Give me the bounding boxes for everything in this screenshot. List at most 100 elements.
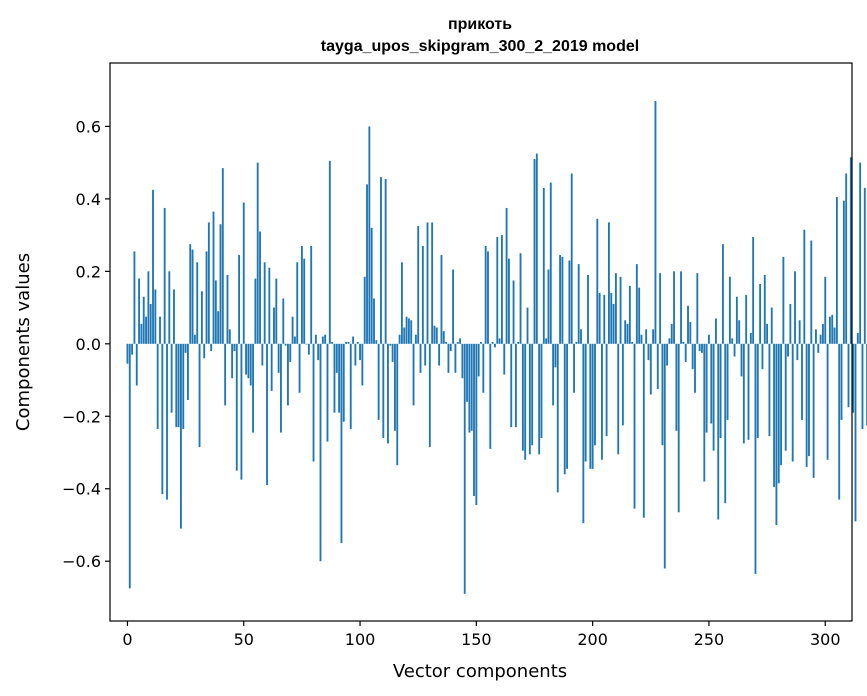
bar <box>635 264 638 344</box>
bar <box>656 343 659 390</box>
bar <box>596 218 599 344</box>
bar <box>801 343 803 420</box>
bar <box>470 343 473 431</box>
bar <box>703 343 706 482</box>
bar <box>166 343 168 500</box>
bar <box>735 296 738 344</box>
bar <box>491 342 494 344</box>
bar <box>770 307 773 344</box>
bar <box>335 343 338 373</box>
bar <box>621 343 624 426</box>
bar <box>482 343 485 393</box>
bar <box>466 343 468 402</box>
bar <box>631 342 634 344</box>
bar <box>540 343 543 439</box>
bar <box>219 224 222 344</box>
bar <box>366 184 368 344</box>
bar <box>126 343 129 364</box>
bar <box>535 153 538 344</box>
bar <box>568 260 571 344</box>
bar <box>138 278 140 344</box>
bar <box>780 343 782 466</box>
bar <box>240 343 243 480</box>
bar <box>640 334 643 344</box>
bar <box>405 316 408 344</box>
bar <box>249 343 252 386</box>
bar <box>284 343 287 346</box>
bar <box>156 343 159 429</box>
bar <box>191 249 194 344</box>
x-tick-label: 200 <box>577 630 608 649</box>
bar <box>461 343 464 379</box>
bar <box>710 343 713 424</box>
bar <box>663 343 666 569</box>
bar <box>840 343 843 420</box>
bar <box>228 329 231 344</box>
bar <box>514 343 517 428</box>
bar <box>642 343 645 518</box>
bar <box>142 296 145 344</box>
bar <box>610 293 613 344</box>
bar <box>538 343 541 455</box>
bar <box>135 343 138 386</box>
bar <box>289 343 292 362</box>
bar <box>347 342 350 344</box>
bar <box>428 343 431 448</box>
bar <box>552 343 555 406</box>
bar <box>321 336 324 344</box>
bar <box>419 343 422 373</box>
bar <box>238 255 241 344</box>
bar <box>363 276 366 344</box>
bar <box>198 343 201 448</box>
bar <box>589 343 592 469</box>
bar <box>438 343 441 366</box>
bar <box>403 327 406 344</box>
bar <box>617 343 620 455</box>
x-axis-label: Vector components <box>393 661 567 682</box>
bar <box>184 343 187 353</box>
bar <box>263 262 266 344</box>
y-tick-label: 0.0 <box>76 335 101 354</box>
bar <box>752 236 755 344</box>
bar <box>356 342 359 344</box>
bar <box>845 173 848 344</box>
bar <box>624 320 627 344</box>
bar <box>293 336 296 344</box>
bar <box>638 287 641 344</box>
bar <box>280 343 282 433</box>
bar <box>712 343 715 451</box>
bar <box>333 343 336 413</box>
bar <box>652 329 655 344</box>
bar <box>645 329 648 344</box>
bar <box>180 343 182 529</box>
bar <box>459 338 461 344</box>
bar <box>475 343 478 506</box>
bar <box>387 343 389 444</box>
bar <box>524 343 527 460</box>
bar <box>777 343 780 484</box>
bar <box>647 343 650 361</box>
bar <box>398 334 401 344</box>
bar <box>787 343 789 357</box>
bar <box>221 168 224 344</box>
bar <box>856 332 859 344</box>
bar <box>296 262 299 344</box>
bar <box>835 197 838 344</box>
bar <box>754 343 757 574</box>
bar <box>340 343 343 544</box>
bar <box>494 343 496 348</box>
bar <box>812 343 815 478</box>
bar <box>861 343 864 429</box>
bar <box>745 294 748 344</box>
bar <box>189 244 192 344</box>
bar <box>212 211 215 344</box>
bar <box>380 177 382 344</box>
y-tick-label: −0.6 <box>62 552 101 571</box>
bar <box>528 343 531 455</box>
bar <box>412 343 415 406</box>
plot-area-frame <box>109 62 853 622</box>
bar <box>808 343 810 457</box>
bar <box>733 343 736 357</box>
bar <box>847 343 850 408</box>
